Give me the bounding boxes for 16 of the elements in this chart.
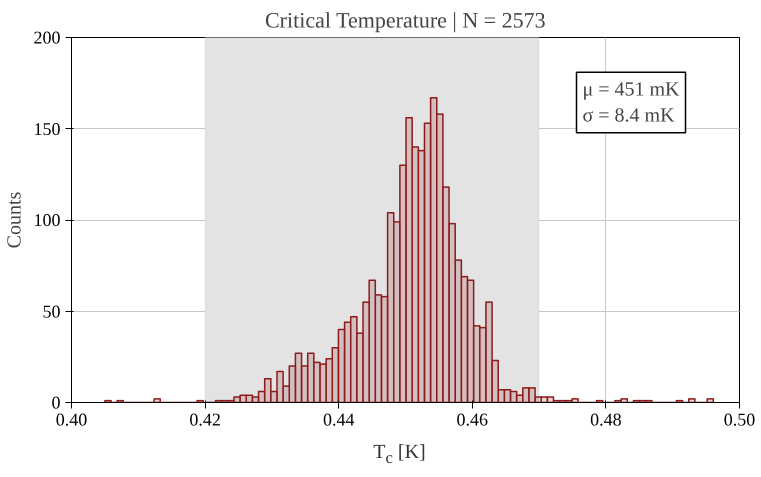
annotation: μ = 451 mK — [582, 78, 680, 100]
x-tick-label: 0.44 — [322, 410, 354, 430]
x-axis-title: T$_{c}$ [K] — [373, 440, 426, 469]
x-tick-label: 0.46 — [456, 410, 488, 430]
y-tick-label: 100 — [34, 210, 60, 230]
y-tick-label: 150 — [34, 118, 60, 139]
annotation: σ = 8.4 mK — [582, 104, 676, 127]
y-tick-label: 0 — [52, 392, 60, 412]
y-tick-label: 50 — [42, 301, 60, 322]
x-tick-label: 0.50 — [724, 410, 756, 430]
y-axis-title: Counts — [4, 191, 26, 248]
x-tick-label: 0.42 — [189, 410, 221, 430]
x-tick-label: 0.40 — [56, 410, 88, 430]
x-tick-label: 0.48 — [590, 410, 622, 430]
y-tick-label: 200 — [34, 28, 60, 48]
chart-title: Critical Temperature | N = 2573 — [264, 8, 546, 32]
